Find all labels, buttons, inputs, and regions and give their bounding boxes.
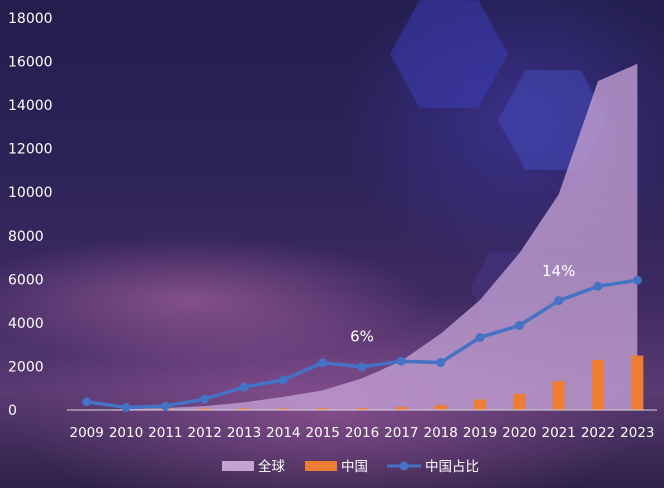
legend-label-global: 全球	[258, 458, 285, 475]
china-bar	[277, 408, 290, 410]
x-tick-label: 2009	[69, 425, 103, 441]
x-tick-label: 2017	[384, 425, 418, 441]
y-tick-label: 14000	[8, 98, 53, 114]
x-tick-label: 2011	[148, 425, 182, 441]
china-share-point	[554, 296, 564, 306]
y-axis: 0 2000 4000 6000 8000 10000 12000 14000 16000 180…	[8, 11, 53, 419]
y-tick-label: 10000	[8, 185, 53, 201]
annotation-label: 14%	[542, 262, 575, 280]
china-share-point	[396, 356, 406, 366]
x-tick-label: 2018	[423, 425, 457, 441]
x-tick-label: 2015	[305, 425, 339, 441]
y-tick-label: 6000	[8, 272, 44, 288]
x-tick-label: 2020	[502, 425, 536, 441]
x-tick-label: 2019	[463, 425, 497, 441]
china-bar	[395, 406, 408, 410]
china-bar	[434, 404, 447, 410]
legend-swatch-global	[222, 461, 254, 471]
china-share-point	[200, 394, 210, 404]
y-tick-label: 0	[8, 403, 17, 419]
global-area-series	[86, 63, 638, 410]
legend: 全球 中国 中国占比	[222, 458, 479, 475]
china-share-point	[318, 358, 328, 368]
china-share-point	[632, 275, 642, 285]
x-tick-label: 2010	[109, 425, 143, 441]
y-tick-label: 4000	[8, 316, 44, 332]
legend-marker-china-share	[399, 461, 409, 471]
legend-label-china: 中国	[341, 459, 368, 475]
china-share-point	[121, 402, 131, 412]
legend-label-china-share: 中国占比	[425, 459, 479, 475]
china-bar	[198, 408, 211, 410]
china-share-point	[239, 382, 249, 392]
x-tick-label: 2014	[266, 425, 300, 441]
y-tick-label: 2000	[8, 359, 44, 375]
china-bar	[513, 393, 526, 410]
y-tick-label: 8000	[8, 229, 44, 245]
china-share-point	[436, 358, 446, 368]
china-bar	[631, 355, 644, 410]
china-bar-series	[159, 355, 644, 410]
y-tick-label: 12000	[8, 142, 53, 158]
x-tick-label: 2013	[227, 425, 261, 441]
x-tick-label: 2022	[581, 425, 615, 441]
china-share-point	[475, 332, 485, 342]
y-tick-label: 18000	[8, 11, 53, 27]
china-share-point	[357, 362, 367, 372]
china-bar	[552, 381, 565, 410]
china-share-point	[593, 281, 603, 291]
x-tick-label: 2016	[345, 425, 379, 441]
china-share-point	[514, 321, 524, 331]
x-axis: 2009 2010 2011 2012 2013 2014 2015 2016 2017 2018…	[69, 425, 654, 441]
china-share-point	[82, 397, 92, 407]
china-share-point	[278, 375, 288, 385]
china-bar	[474, 399, 486, 410]
x-tick-label: 2012	[187, 425, 221, 441]
annotation-label: 6%	[350, 327, 374, 345]
annotations: 6% 14%	[350, 262, 575, 345]
china-bar	[316, 408, 329, 410]
china-share-line-series	[82, 275, 642, 412]
y-tick-label: 16000	[8, 55, 53, 71]
china-share-point	[160, 401, 170, 411]
china-bar	[238, 408, 250, 410]
x-tick-label: 2021	[541, 425, 575, 441]
x-tick-label: 2023	[620, 425, 654, 441]
china-bar	[356, 408, 368, 410]
legend-swatch-china	[305, 461, 337, 471]
global-area	[86, 63, 638, 410]
china-bar	[592, 359, 604, 410]
